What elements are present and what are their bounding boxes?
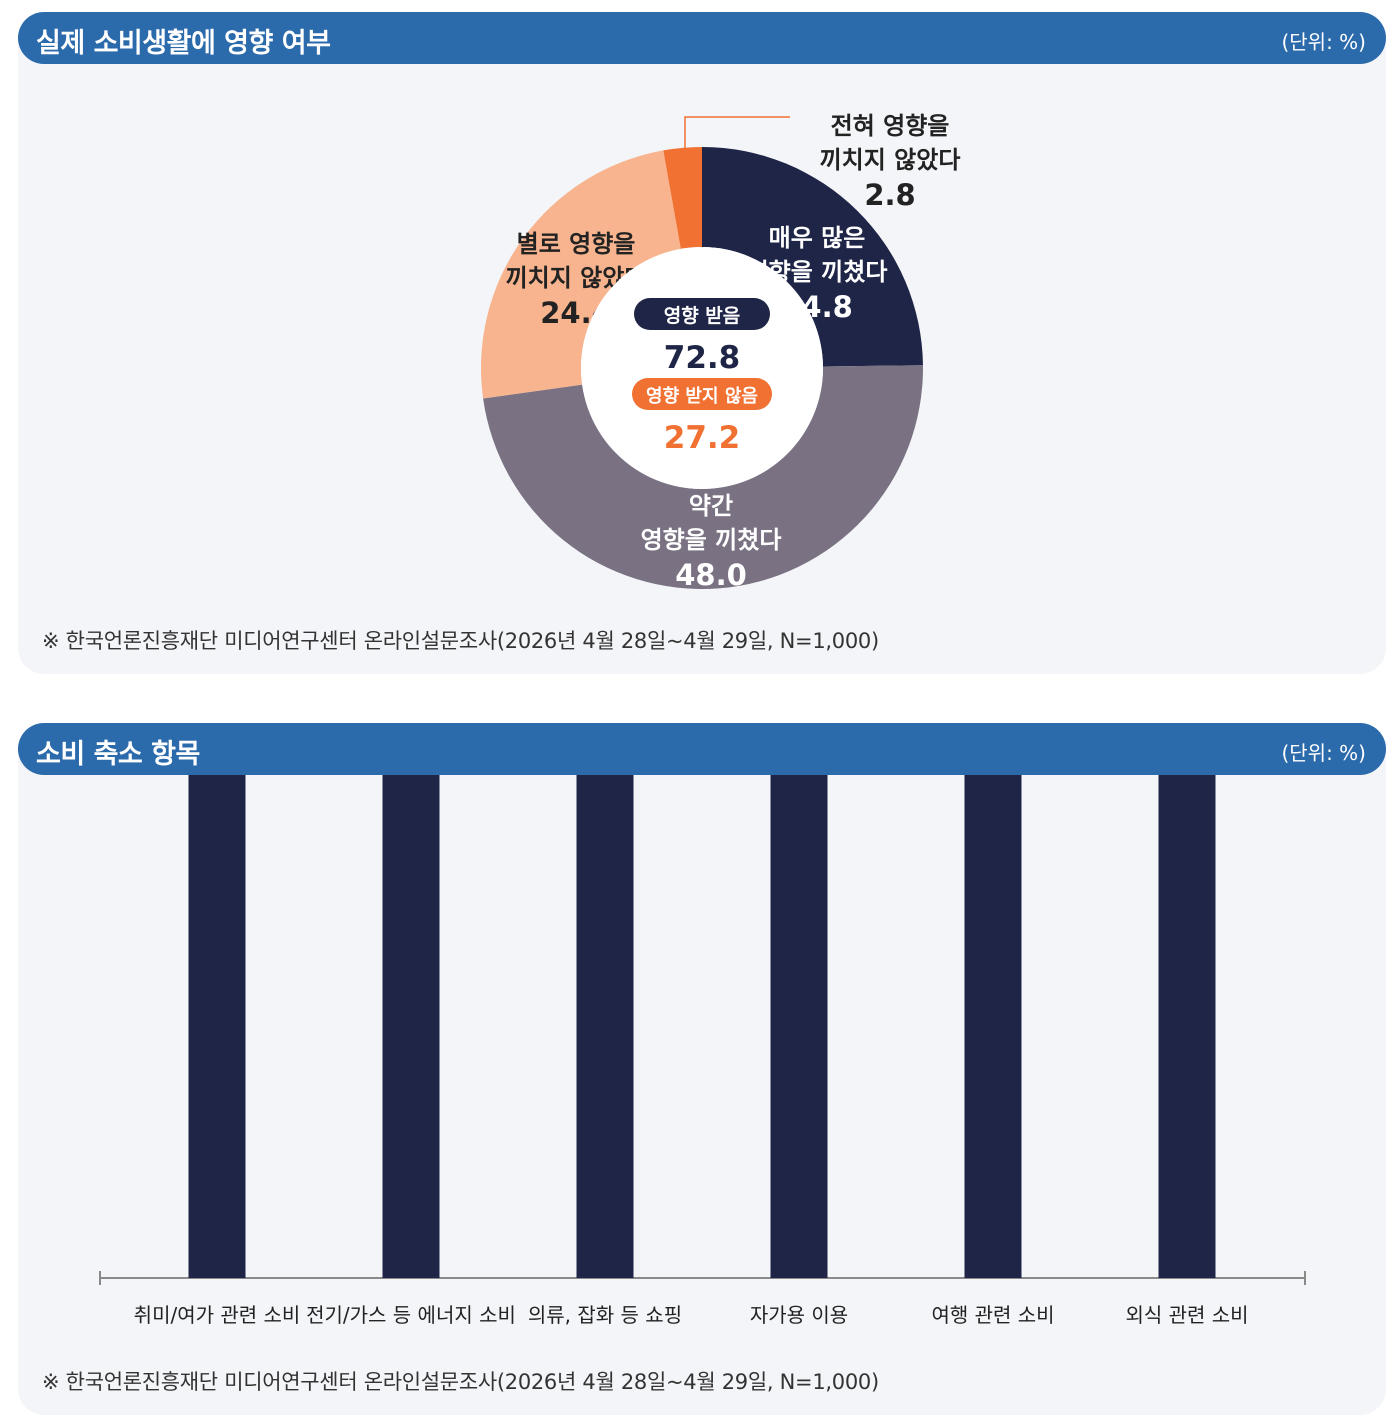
footnote: ※ 한국언론진흥재단 미디어연구센터 온라인설문조사(2026년 4월 28일~… [42, 629, 879, 653]
panel-header: 실제 소비생활에 영향 여부 (단위: %) [18, 12, 1386, 64]
not-affected-label: 영향 받지 않음 [646, 386, 758, 407]
slice-label: 별로 영향을 [517, 230, 636, 258]
affected-badge [634, 298, 770, 330]
unit-label: (단위: %) [1281, 30, 1366, 54]
donut-slice-2 [481, 150, 681, 399]
category-label: 전기/가스 등 에너지 소비 [306, 1303, 516, 1327]
bar-3 [770, 775, 828, 1278]
slice-label: 끼치지 않았다 [820, 146, 961, 174]
unit-label: (단위: %) [1281, 741, 1366, 765]
affected-value: 72.8 [664, 340, 741, 376]
slice-label: 전혀 영향을 [831, 112, 950, 140]
slice-label: 약간 [689, 492, 733, 520]
panel-title: 실제 소비생활에 영향 여부 [36, 28, 331, 59]
influence-panel: 실제 소비생활에 영향 여부 (단위: %) 매우 많은 영향을 끼쳤다 24.8 약… [18, 12, 1386, 674]
category-label: 자가용 이용 [750, 1303, 848, 1327]
not-affected-value: 27.2 [664, 420, 741, 456]
bar-4 [964, 775, 1022, 1278]
slice-label: 영향을 끼쳤다 [641, 526, 782, 554]
bar-2 [576, 775, 634, 1278]
slice-value: 48.0 [675, 558, 747, 592]
bar-chart: 28.8취미/여가 관련 소비34.0전기/가스 등 에너지 소비34.3의류,… [99, 775, 1306, 1327]
bar-1 [382, 775, 440, 1278]
category-label: 여행 관련 소비 [931, 1303, 1054, 1327]
affected-label: 영향 받음 [664, 305, 741, 327]
bar-0 [188, 775, 246, 1278]
bar-5 [1158, 775, 1216, 1278]
panel-title: 소비 축소 항목 [36, 739, 200, 770]
category-label: 의류, 잡화 등 쇼핑 [528, 1303, 682, 1327]
not-affected-badge [632, 378, 772, 410]
donut-slice-3 [663, 147, 702, 249]
category-label: 외식 관련 소비 [1125, 1303, 1248, 1327]
footnote: ※ 한국언론진흥재단 미디어연구센터 온라인설문조사(2026년 4월 28일~… [42, 1370, 879, 1394]
slice-value: 2.8 [864, 178, 915, 212]
donut-slice-1 [483, 365, 923, 590]
slice-label: 매우 많은 [769, 224, 866, 252]
panel-header: 소비 축소 항목 (단위: %) [18, 723, 1386, 775]
leader-line [684, 116, 790, 157]
donut-slice-0 [702, 147, 923, 367]
reduction-panel: 소비 축소 항목 (단위: %) 28.8취미/여가 관련 소비34.0전기/가… [18, 723, 1386, 1415]
category-label: 취미/여가 관련 소비 [134, 1303, 301, 1327]
